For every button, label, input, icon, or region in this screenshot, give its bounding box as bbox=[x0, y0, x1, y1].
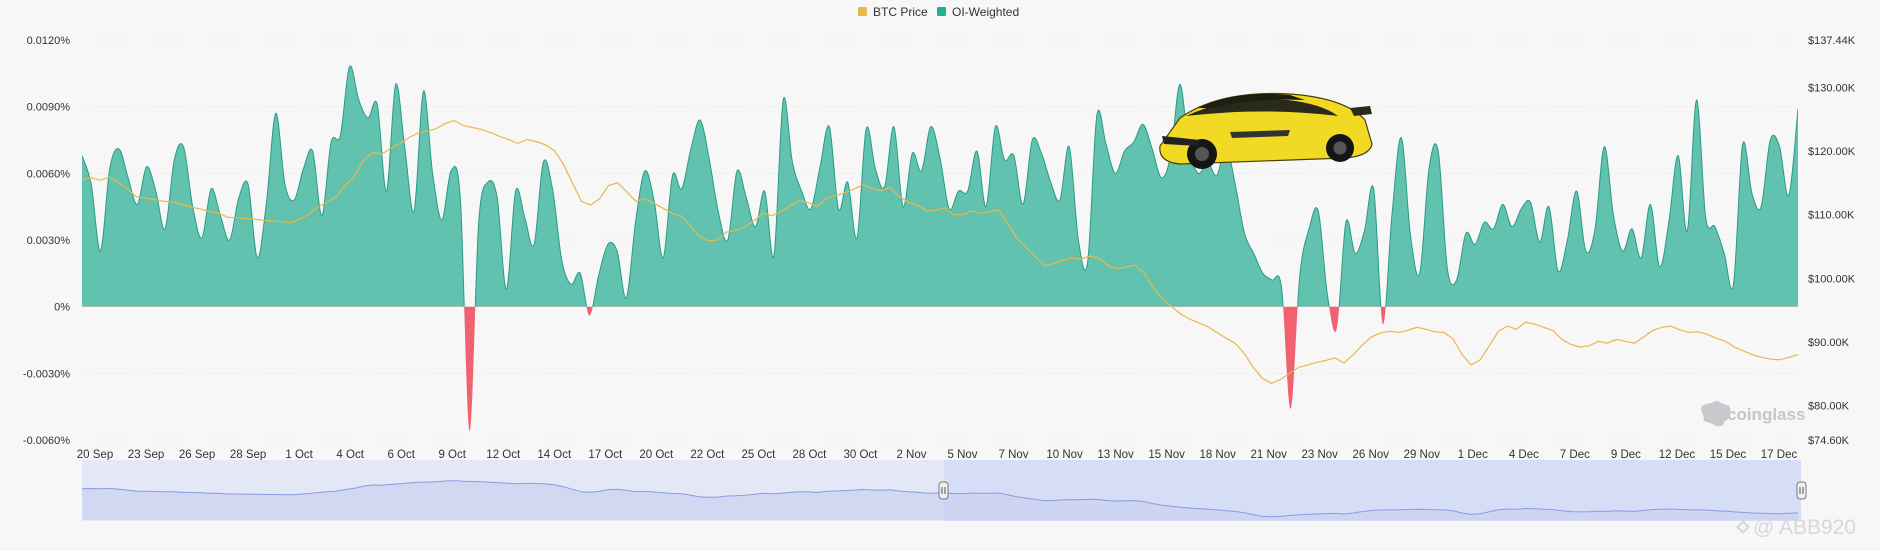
x-tick-label: 7 Dec bbox=[1560, 449, 1590, 461]
x-tick-label: 1 Dec bbox=[1458, 449, 1488, 461]
x-tick-label: 29 Nov bbox=[1404, 449, 1441, 461]
x-tick-label: 28 Oct bbox=[792, 449, 827, 461]
legend-label-oi-weighted: OI-Weighted bbox=[952, 5, 1019, 19]
x-tick-label: 13 Nov bbox=[1097, 449, 1134, 461]
legend-item-btc-price[interactable]: BTC Price bbox=[858, 5, 928, 19]
x-tick-label: 12 Dec bbox=[1659, 449, 1696, 461]
legend: BTC Price OI-Weighted bbox=[858, 5, 1019, 19]
x-tick-label: 7 Nov bbox=[999, 449, 1029, 461]
oi-weighted-line bbox=[82, 65, 1798, 307]
x-tick-label: 30 Oct bbox=[844, 449, 879, 461]
legend-label-btc-price: BTC Price bbox=[873, 5, 928, 19]
author-logo-icon bbox=[1736, 520, 1750, 534]
y-right-tick-label: $120.00K bbox=[1808, 146, 1856, 158]
coinglass-watermark-text: coinglass bbox=[1727, 405, 1805, 424]
x-tick-label: 25 Oct bbox=[741, 449, 776, 461]
x-tick-label: 20 Oct bbox=[639, 449, 674, 461]
x-tick-label: 15 Nov bbox=[1148, 449, 1185, 461]
y-left-tick-label: 0.0090% bbox=[27, 102, 71, 114]
y-left-tick-label: -0.0030% bbox=[23, 368, 70, 380]
legend-swatch-oi-weighted bbox=[937, 7, 946, 16]
x-tick-label: 14 Oct bbox=[537, 449, 572, 461]
y-left-tick-label: 0.0030% bbox=[27, 235, 71, 247]
x-tick-label: 4 Oct bbox=[336, 449, 364, 461]
x-tick-label: 2 Nov bbox=[896, 449, 926, 461]
x-tick-label: 26 Sep bbox=[179, 449, 215, 461]
x-tick-label: 23 Sep bbox=[128, 449, 164, 461]
x-tick-label: 9 Oct bbox=[438, 449, 466, 461]
x-tick-label: 22 Oct bbox=[690, 449, 725, 461]
x-tick-label: 10 Nov bbox=[1046, 449, 1083, 461]
y-left-tick-label: 0.0120% bbox=[27, 35, 71, 47]
author-watermark-text: @ ABB920 bbox=[1753, 516, 1856, 539]
navigator-right-handle[interactable] bbox=[1796, 481, 1807, 500]
range-navigator[interactable] bbox=[81, 460, 1807, 521]
y-left-tick-label: -0.0060% bbox=[23, 435, 70, 447]
x-tick-label: 21 Nov bbox=[1250, 449, 1287, 461]
y-right-tick-label: $80.00K bbox=[1808, 401, 1850, 413]
legend-swatch-btc-price bbox=[858, 7, 867, 16]
x-tick-label: 15 Dec bbox=[1710, 449, 1747, 461]
x-tick-label: 12 Oct bbox=[486, 449, 521, 461]
coinglass-watermark: coinglass bbox=[1701, 401, 1805, 427]
x-tick-label: 5 Nov bbox=[947, 449, 977, 461]
x-tick-label: 20 Sep bbox=[77, 449, 113, 461]
x-tick-label: 17 Dec bbox=[1761, 449, 1798, 461]
x-tick-label: 6 Oct bbox=[387, 449, 415, 461]
y-right-tick-label: $137.44K bbox=[1808, 35, 1856, 47]
y-right-tick-label: $110.00K bbox=[1808, 210, 1855, 222]
x-tick-label: 9 Dec bbox=[1611, 449, 1641, 461]
x-tick-label: 23 Nov bbox=[1302, 449, 1339, 461]
y-left-tick-label: 0.0060% bbox=[27, 168, 71, 180]
author-watermark: @ ABB920 bbox=[1736, 516, 1856, 539]
legend-item-oi-weighted[interactable]: OI-Weighted bbox=[937, 5, 1019, 19]
plot-area bbox=[81, 65, 1799, 432]
x-tick-label: 26 Nov bbox=[1353, 449, 1390, 461]
y-right-tick-label: $90.00K bbox=[1808, 337, 1850, 349]
y-right-tick-label: $100.00K bbox=[1808, 273, 1856, 285]
y-right-tick-label: $74.60K bbox=[1808, 435, 1850, 447]
navigator-price-sparkline bbox=[82, 480, 1798, 520]
x-tick-label: 17 Oct bbox=[588, 449, 623, 461]
x-tick-label: 18 Nov bbox=[1199, 449, 1236, 461]
x-tick-label: 1 Oct bbox=[285, 449, 313, 461]
y-axis-left: 0.0120% 0.0090% 0.0060% 0.0030% 0% -0.0030% -0… bbox=[23, 35, 70, 447]
x-axis: 20 Sep 23 Sep 26 Sep 28 Sep 1 Oct 4 Oct 6 Oct 9… bbox=[77, 449, 1798, 461]
navigator-left-handle[interactable] bbox=[938, 481, 949, 500]
x-tick-label: 28 Sep bbox=[230, 449, 266, 461]
sports-car-image bbox=[1159, 92, 1373, 169]
y-axis-right: $137.44K $130.00K $120.00K $110.00K $100.00K… bbox=[1808, 35, 1856, 447]
btc-price-line bbox=[81, 119, 1799, 384]
y-left-tick-label: 0% bbox=[54, 302, 70, 314]
oi-weighted-positive-area bbox=[82, 66, 1798, 307]
y-right-tick-label: $130.00K bbox=[1808, 82, 1856, 94]
coinglass-logo-icon bbox=[1701, 401, 1731, 427]
x-tick-label: 4 Dec bbox=[1509, 449, 1539, 461]
